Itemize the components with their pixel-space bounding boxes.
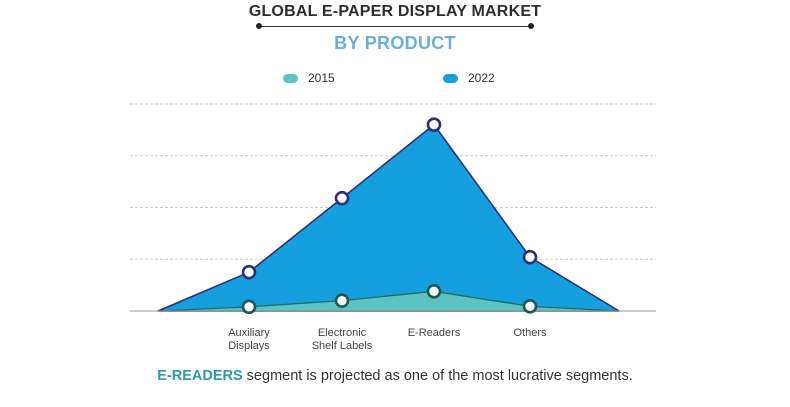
footnote-highlight: E-READERS [157, 368, 243, 384]
legend-item-2015[interactable]: 2015 [283, 70, 335, 86]
x-tick-label-0: Auxiliary Displays [228, 327, 270, 352]
legend-swatch-2015 [283, 73, 298, 83]
x-tick-label-2: E-Readers [408, 327, 461, 339]
legend-label-2015: 2015 [308, 71, 335, 85]
point-2022-2 [426, 117, 442, 132]
point-2022-1 [334, 190, 350, 206]
point-2022-3 [522, 249, 538, 265]
chart-title: GLOBAL E-PAPER DISPLAY MARKET [248, 3, 542, 20]
point-2015-2 [426, 284, 442, 299]
chart-footnote: E-READERS segment is projected as one of… [0, 368, 790, 384]
underline-left-dot [256, 23, 262, 29]
chart-subtitle: BY PRODUCT [334, 33, 456, 53]
point-2015-3 [522, 299, 538, 314]
area-series-2022 [157, 123, 620, 312]
point-2022-0 [241, 264, 257, 280]
legend-item-2022[interactable]: 2022 [443, 70, 495, 86]
legend-swatch-2022 [443, 73, 458, 83]
point-2015-1 [334, 293, 350, 308]
point-2015-0 [241, 299, 257, 315]
footnote-text: segment is projected as one of the most … [242, 368, 633, 384]
x-tick-label-1: Electronic Shelf Labels [312, 327, 373, 352]
legend-label-2022: 2022 [468, 71, 495, 85]
title-underline [256, 23, 534, 29]
underline-right-dot [528, 23, 534, 29]
x-tick-label-3: Others [513, 327, 547, 339]
